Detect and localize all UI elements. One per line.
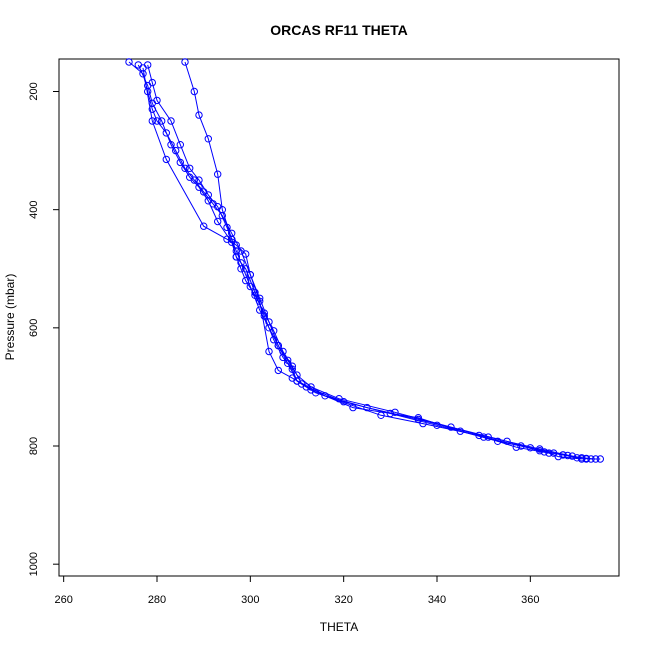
data-point <box>214 203 222 211</box>
data-point <box>592 455 600 463</box>
data-point <box>494 437 502 445</box>
data-point <box>596 455 604 463</box>
data-point <box>298 380 306 388</box>
data-point <box>181 58 189 66</box>
series-line <box>147 64 596 460</box>
series-line <box>142 67 587 460</box>
data-point <box>232 247 241 255</box>
data-point <box>391 408 399 416</box>
data-point <box>167 117 175 125</box>
data-point <box>349 403 357 412</box>
data-point <box>204 135 213 143</box>
series-1 <box>125 58 604 463</box>
data-point <box>242 250 250 258</box>
series-3 <box>134 61 586 463</box>
data-point <box>363 403 371 412</box>
y-axis: 200 400 600 800 1000 <box>28 82 59 576</box>
x-tick-label: 300 <box>241 594 259 606</box>
data-point <box>578 454 586 462</box>
data-point <box>232 241 241 249</box>
data-point <box>195 183 203 191</box>
data-point <box>214 217 222 226</box>
data-point <box>582 455 590 463</box>
data-point <box>293 371 301 379</box>
data-point <box>148 78 157 87</box>
chart-title: ORCAS RF11 THETA <box>270 22 407 38</box>
data-point <box>246 271 255 279</box>
x-tick-label: 340 <box>428 594 446 606</box>
data-point <box>148 117 157 125</box>
data-point <box>256 306 264 314</box>
data-point <box>307 383 315 391</box>
x-tick-label: 320 <box>334 594 352 606</box>
data-point <box>153 96 161 105</box>
data-point <box>284 356 292 364</box>
data-point <box>181 164 189 173</box>
data-point <box>162 155 171 164</box>
data-point <box>186 173 194 181</box>
data-point <box>190 87 199 96</box>
data-point <box>200 222 208 230</box>
y-tick-label: 400 <box>28 200 40 218</box>
data-point <box>274 366 282 375</box>
data-point <box>214 170 222 178</box>
data-point <box>246 282 255 291</box>
data-point <box>176 158 185 167</box>
data-point <box>265 324 273 332</box>
series-line <box>184 61 587 459</box>
y-tick-label: 600 <box>28 319 40 337</box>
data-point <box>167 141 175 149</box>
series-line <box>128 61 601 460</box>
data-point <box>125 58 133 66</box>
data-point <box>288 362 296 370</box>
series-line <box>137 64 582 460</box>
data-point <box>186 164 194 173</box>
data-point <box>223 235 231 243</box>
x-axis-label: THETA <box>320 620 358 634</box>
data-point <box>195 176 203 184</box>
series-layer <box>125 58 604 463</box>
data-point <box>144 61 152 69</box>
y-tick-label: 200 <box>28 82 40 100</box>
data-point <box>265 347 273 356</box>
data-point <box>153 117 161 125</box>
x-tick-label: 260 <box>54 594 72 606</box>
data-point <box>204 191 213 199</box>
data-point <box>232 253 241 261</box>
data-point <box>377 411 385 419</box>
x-tick-label: 280 <box>148 594 166 606</box>
data-point <box>335 395 343 403</box>
data-point <box>158 117 166 125</box>
series-5 <box>144 61 600 463</box>
data-point <box>242 276 250 285</box>
data-point <box>162 129 171 137</box>
y-tick-label: 1000 <box>28 552 40 576</box>
data-point <box>223 223 231 232</box>
x-tick-label: 360 <box>521 594 539 606</box>
series-4 <box>139 64 590 463</box>
y-tick-label: 800 <box>28 437 40 455</box>
data-point <box>536 447 544 455</box>
data-point <box>228 229 236 238</box>
data-point <box>559 451 567 459</box>
data-point <box>279 347 287 356</box>
plot-frame <box>58 58 620 577</box>
data-point <box>447 423 455 431</box>
data-point <box>176 141 185 149</box>
x-axis: 260 280 300 320 340 360 <box>54 576 540 606</box>
data-point <box>228 235 236 243</box>
y-axis-label: Pressure (mbar) <box>3 274 17 361</box>
data-point <box>195 111 203 119</box>
data-point <box>503 437 511 445</box>
data-point <box>237 259 245 267</box>
data-point <box>274 341 282 350</box>
